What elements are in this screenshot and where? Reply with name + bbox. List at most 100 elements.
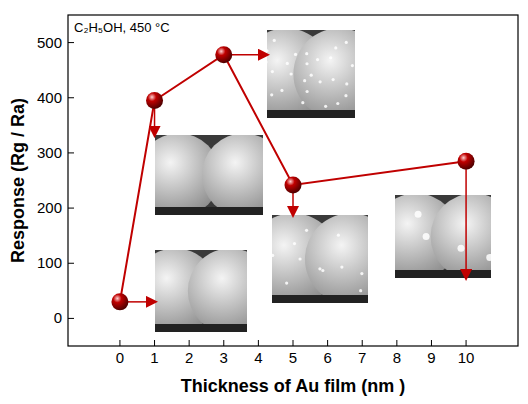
inset-particle bbox=[273, 39, 276, 42]
inset-content bbox=[155, 250, 247, 332]
inset-particle bbox=[415, 211, 422, 218]
annotation: C₂H₅OH, 450 °C bbox=[74, 20, 170, 35]
sem-inset bbox=[133, 248, 273, 333]
x-tick bbox=[189, 340, 190, 346]
inset-particle bbox=[316, 58, 319, 61]
y-tick-label: 300 bbox=[37, 144, 62, 161]
x-tick bbox=[362, 340, 363, 346]
y-tick bbox=[68, 152, 74, 153]
data-group bbox=[111, 46, 474, 310]
inset-arrow bbox=[154, 109, 156, 135]
y-axis-label: Response (Rg / Ra) bbox=[8, 98, 28, 263]
inset-particle bbox=[321, 269, 324, 272]
inset-particle bbox=[457, 245, 464, 252]
inset-content bbox=[155, 135, 263, 215]
inset-particle bbox=[294, 53, 297, 56]
data-point bbox=[285, 176, 302, 193]
inset-particle bbox=[270, 93, 273, 96]
inset-particle bbox=[303, 79, 306, 82]
inset-sphere bbox=[202, 135, 263, 215]
inset-particle bbox=[344, 94, 347, 97]
chart: 0100200300400500012345678910Thickness of… bbox=[0, 0, 528, 404]
data-point bbox=[146, 92, 163, 109]
sem-inset bbox=[373, 193, 517, 279]
inset-scalebar bbox=[272, 295, 368, 303]
inset-scalebar bbox=[155, 207, 263, 215]
x-tick-label: 9 bbox=[427, 349, 435, 366]
x-tick bbox=[223, 340, 224, 346]
inset-scalebar bbox=[155, 324, 247, 332]
inset-particle bbox=[310, 74, 313, 77]
inset-particle bbox=[486, 254, 491, 261]
inset-particle bbox=[301, 101, 304, 104]
y-tick bbox=[68, 318, 74, 319]
y-tick bbox=[68, 97, 74, 98]
inset-particle bbox=[340, 265, 343, 268]
inset-sphere bbox=[293, 30, 355, 118]
x-tick-label: 8 bbox=[393, 349, 401, 366]
x-tick bbox=[258, 340, 259, 346]
sem-inset bbox=[241, 28, 385, 120]
sem-inset bbox=[247, 213, 396, 305]
x-tick bbox=[466, 340, 467, 346]
inset-particle bbox=[336, 102, 339, 105]
x-tick bbox=[154, 340, 155, 346]
inset-particle bbox=[332, 78, 335, 81]
x-tick-label: 3 bbox=[220, 349, 228, 366]
inset-content bbox=[395, 195, 491, 278]
plot-frame bbox=[68, 15, 518, 346]
inset-sphere bbox=[305, 215, 368, 303]
inset-scalebar bbox=[267, 110, 355, 118]
inset-particle bbox=[305, 62, 308, 65]
y-tick bbox=[68, 208, 74, 209]
inset-particle bbox=[305, 229, 308, 232]
inset-particle bbox=[318, 267, 321, 270]
x-axis-label: Thickness of Au film (nm ) bbox=[181, 376, 405, 396]
inset-particle bbox=[280, 89, 283, 92]
x-tick-label: 6 bbox=[323, 349, 331, 366]
inset-particle bbox=[324, 105, 327, 108]
inset-particle bbox=[306, 90, 309, 93]
y-tick bbox=[68, 263, 74, 264]
x-tick-label: 1 bbox=[150, 349, 158, 366]
inset-particle bbox=[267, 49, 269, 52]
inset-particle bbox=[334, 46, 337, 49]
inset-arrow bbox=[465, 169, 467, 278]
x-tick-label: 2 bbox=[185, 349, 193, 366]
inset-particle bbox=[423, 233, 430, 240]
inset-particle bbox=[298, 257, 301, 260]
x-tick bbox=[396, 340, 397, 346]
inset-particle bbox=[272, 254, 274, 257]
x-tick bbox=[293, 340, 294, 346]
inset-particle bbox=[319, 80, 322, 83]
x-tick-label: 0 bbox=[116, 349, 124, 366]
inset-scalebar bbox=[395, 270, 491, 278]
inset-arrow bbox=[292, 193, 294, 215]
inset-particle bbox=[351, 64, 354, 67]
data-point bbox=[215, 46, 232, 63]
y-tick-label: 200 bbox=[37, 199, 62, 216]
data-line bbox=[120, 55, 466, 302]
inset-sphere bbox=[188, 250, 247, 332]
sem-inset bbox=[137, 133, 285, 216]
x-tick bbox=[431, 340, 432, 346]
inset-arrow bbox=[232, 54, 267, 56]
inset-particle bbox=[305, 52, 308, 55]
inset-particle bbox=[359, 289, 362, 292]
x-tick-label: 4 bbox=[254, 349, 262, 366]
inset-content bbox=[272, 215, 368, 303]
y-tick-label: 400 bbox=[37, 89, 62, 106]
inset-particle bbox=[329, 56, 332, 59]
inset-particle bbox=[285, 281, 288, 284]
y-tick-label: 0 bbox=[54, 309, 62, 326]
inset-particle bbox=[337, 234, 340, 237]
inset-particle bbox=[293, 242, 296, 245]
x-tick-label: 10 bbox=[458, 349, 475, 366]
inset-particle bbox=[271, 70, 274, 73]
chart-root: 0100200300400500012345678910Thickness of… bbox=[0, 0, 528, 404]
x-tick-label: 7 bbox=[358, 349, 366, 366]
y-tick bbox=[68, 42, 74, 43]
x-tick-label: 5 bbox=[289, 349, 297, 366]
inset-sphere bbox=[431, 195, 491, 278]
data-point bbox=[458, 153, 475, 170]
